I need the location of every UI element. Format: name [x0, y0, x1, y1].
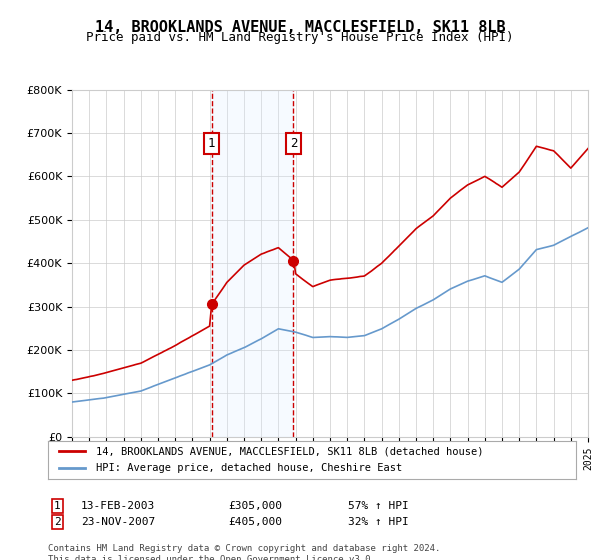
- Text: 2: 2: [290, 137, 297, 150]
- Text: 1: 1: [54, 501, 61, 511]
- Text: 14, BROOKLANDS AVENUE, MACCLESFIELD, SK11 8LB (detached house): 14, BROOKLANDS AVENUE, MACCLESFIELD, SK1…: [95, 446, 483, 456]
- Text: 2: 2: [54, 517, 61, 527]
- Text: 57% ↑ HPI: 57% ↑ HPI: [348, 501, 409, 511]
- Text: Contains HM Land Registry data © Crown copyright and database right 2024.
This d: Contains HM Land Registry data © Crown c…: [48, 544, 440, 560]
- Text: 14, BROOKLANDS AVENUE, MACCLESFIELD, SK11 8LB: 14, BROOKLANDS AVENUE, MACCLESFIELD, SK1…: [95, 20, 505, 35]
- Text: 13-FEB-2003: 13-FEB-2003: [81, 501, 155, 511]
- Text: Price paid vs. HM Land Registry's House Price Index (HPI): Price paid vs. HM Land Registry's House …: [86, 31, 514, 44]
- Text: £305,000: £305,000: [228, 501, 282, 511]
- Text: 1: 1: [208, 137, 215, 150]
- Text: HPI: Average price, detached house, Cheshire East: HPI: Average price, detached house, Ches…: [95, 463, 402, 473]
- Text: 23-NOV-2007: 23-NOV-2007: [81, 517, 155, 527]
- Text: 32% ↑ HPI: 32% ↑ HPI: [348, 517, 409, 527]
- Text: £405,000: £405,000: [228, 517, 282, 527]
- Bar: [212, 90, 293, 437]
